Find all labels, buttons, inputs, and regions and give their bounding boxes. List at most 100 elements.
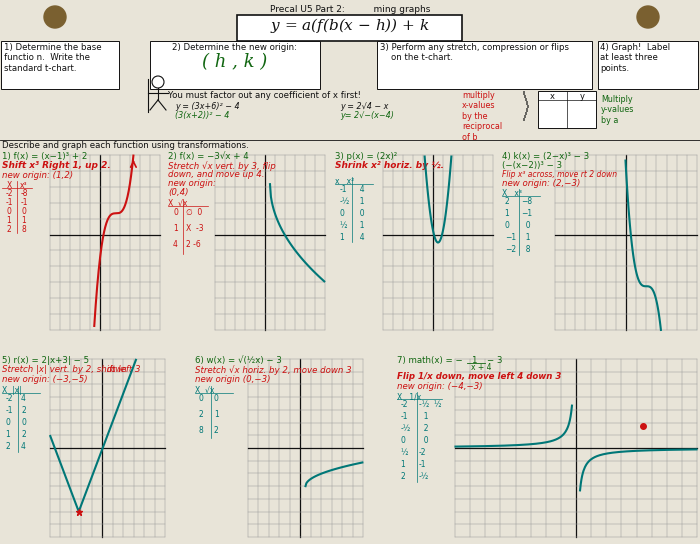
Text: 1: 1	[471, 356, 477, 365]
Text: 1) f(x) = (x−1)³ + 2: 1) f(x) = (x−1)³ + 2	[2, 152, 87, 161]
Text: 0: 0	[6, 418, 13, 427]
Text: new origin:: new origin:	[168, 179, 216, 188]
Text: 1: 1	[355, 197, 365, 206]
Text: 3) Perform any stretch, compression or flips
    on the t-chart.: 3) Perform any stretch, compression or f…	[380, 43, 569, 63]
Text: 2: 2	[199, 410, 206, 419]
Text: 2: 2	[6, 442, 13, 451]
FancyBboxPatch shape	[598, 41, 698, 89]
Text: -2: -2	[419, 448, 426, 457]
FancyBboxPatch shape	[377, 41, 592, 89]
Text: 0: 0	[419, 436, 428, 445]
Text: 2: 2	[419, 424, 428, 433]
Text: 1: 1	[355, 221, 365, 230]
Text: 1: 1	[22, 216, 27, 225]
Text: 4: 4	[21, 442, 26, 451]
Text: new origin (0,−3): new origin (0,−3)	[195, 375, 270, 384]
Text: -2: -2	[6, 189, 13, 198]
Text: 2: 2	[505, 197, 512, 206]
Text: Shrink x² horiz. by ½.: Shrink x² horiz. by ½.	[335, 161, 444, 170]
Text: multiply
x-values
by the
reciprocal
of b: multiply x-values by the reciprocal of b	[462, 91, 502, 141]
Text: X  -3: X -3	[186, 224, 204, 233]
Text: −1: −1	[521, 209, 532, 218]
Text: 0: 0	[173, 208, 178, 217]
Text: ½: ½	[401, 448, 411, 457]
Text: -1: -1	[20, 198, 28, 207]
Text: 1: 1	[6, 216, 11, 225]
Text: X   1/x: X 1/x	[397, 392, 421, 401]
Text: -½  ½: -½ ½	[419, 400, 442, 409]
Text: 4: 4	[21, 394, 26, 403]
Text: x   x²: x x²	[335, 177, 354, 186]
Text: new origin: (2,−3): new origin: (2,−3)	[502, 179, 580, 188]
Text: Stretch √x horiz. by 2, move down 3: Stretch √x horiz. by 2, move down 3	[195, 365, 351, 375]
Text: -2: -2	[401, 400, 409, 409]
Text: (0,4): (0,4)	[168, 188, 188, 197]
Text: 0: 0	[199, 394, 206, 403]
Circle shape	[44, 6, 66, 28]
Text: 7) math(x) = −: 7) math(x) = −	[397, 356, 463, 365]
Text: 0: 0	[6, 207, 11, 216]
Text: 8: 8	[22, 225, 27, 234]
Text: x + 4: x + 4	[471, 363, 491, 372]
Text: 2: 2	[21, 406, 26, 415]
Text: -1: -1	[340, 185, 347, 194]
Text: y= 2√−(x−4): y= 2√−(x−4)	[340, 111, 394, 120]
Text: Precal U5 Part 2:          ming graphs: Precal U5 Part 2: ming graphs	[270, 5, 430, 14]
Text: 8: 8	[199, 426, 206, 435]
Text: 4: 4	[355, 185, 365, 194]
Text: down: down	[107, 365, 127, 374]
Text: Stretch |x| vert. by 2, shift left 3: Stretch |x| vert. by 2, shift left 3	[2, 365, 141, 374]
Text: 1: 1	[173, 224, 178, 233]
Text: -1: -1	[6, 406, 13, 415]
Text: y = (3x+6)² − 4: y = (3x+6)² − 4	[175, 102, 239, 111]
Text: Multiply
y-values
by a: Multiply y-values by a	[601, 95, 634, 125]
Text: X: X	[6, 181, 12, 190]
Text: 2: 2	[6, 225, 11, 234]
Text: −2: −2	[505, 245, 516, 254]
Text: X  √x: X √x	[195, 386, 214, 395]
Text: ½: ½	[340, 221, 350, 230]
Text: 0: 0	[505, 221, 512, 230]
Text: 0: 0	[521, 221, 531, 230]
Text: down, and move up 4.: down, and move up 4.	[168, 170, 265, 179]
Text: Shift x³ Right 1, up 2.: Shift x³ Right 1, up 2.	[2, 161, 111, 170]
Text: − 3: − 3	[487, 356, 503, 365]
Text: -½: -½	[419, 472, 429, 481]
Text: new origin: (1,2): new origin: (1,2)	[2, 171, 73, 180]
Text: -½: -½	[401, 424, 412, 433]
Text: 1: 1	[521, 233, 531, 242]
Text: 1) Determine the base
functio n.  Write the
standard t-chart.: 1) Determine the base functio n. Write t…	[4, 43, 101, 73]
Text: -1: -1	[419, 460, 426, 469]
Text: You must factor out any coefficient of x first!: You must factor out any coefficient of x…	[168, 91, 361, 100]
Text: Flip 1/x down, move left 4 down 3: Flip 1/x down, move left 4 down 3	[397, 372, 561, 381]
Circle shape	[637, 6, 659, 28]
Text: -1: -1	[401, 412, 409, 421]
Text: 4) k(x) = (2−x)³ − 3: 4) k(x) = (2−x)³ − 3	[502, 152, 589, 161]
Text: Stretch √x vert. by 3, flip: Stretch √x vert. by 3, flip	[168, 161, 276, 171]
Text: 2: 2	[401, 472, 408, 481]
Text: 4) Graph!  Label
at least three
points.: 4) Graph! Label at least three points.	[600, 43, 670, 73]
Text: 0: 0	[22, 207, 27, 216]
Text: -½: -½	[340, 197, 350, 206]
Text: Describe and graph each function using transformations.: Describe and graph each function using t…	[2, 141, 248, 150]
FancyBboxPatch shape	[538, 91, 596, 128]
Text: 1: 1	[505, 209, 512, 218]
Text: 1: 1	[340, 233, 347, 242]
Text: -8: -8	[20, 189, 28, 198]
Text: 2) Determine the new origin:: 2) Determine the new origin:	[172, 43, 298, 52]
Text: 0: 0	[21, 418, 26, 427]
Text: 1: 1	[214, 410, 218, 419]
Text: 5) r(x) = 2|x+3| − 5: 5) r(x) = 2|x+3| − 5	[2, 356, 89, 365]
Text: 1: 1	[419, 412, 428, 421]
Text: y = a(f(b(x $-$ h)) + k: y = a(f(b(x $-$ h)) + k	[270, 16, 430, 35]
Text: 2) f(x) = −3√x + 4: 2) f(x) = −3√x + 4	[168, 152, 248, 161]
Text: 4: 4	[355, 233, 365, 242]
Text: new origin: (−3,−5): new origin: (−3,−5)	[2, 375, 87, 384]
Text: 2 -6: 2 -6	[186, 240, 201, 249]
Text: 4: 4	[173, 240, 178, 249]
Text: 6) w(x) = √(½x) − 3: 6) w(x) = √(½x) − 3	[195, 356, 282, 365]
Text: y: y	[580, 92, 584, 101]
Text: 0: 0	[214, 394, 219, 403]
Text: -1: -1	[6, 198, 13, 207]
Text: x: x	[550, 92, 554, 101]
